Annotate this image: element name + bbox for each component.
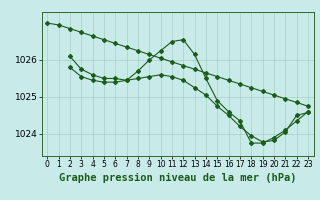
- X-axis label: Graphe pression niveau de la mer (hPa): Graphe pression niveau de la mer (hPa): [59, 173, 296, 183]
